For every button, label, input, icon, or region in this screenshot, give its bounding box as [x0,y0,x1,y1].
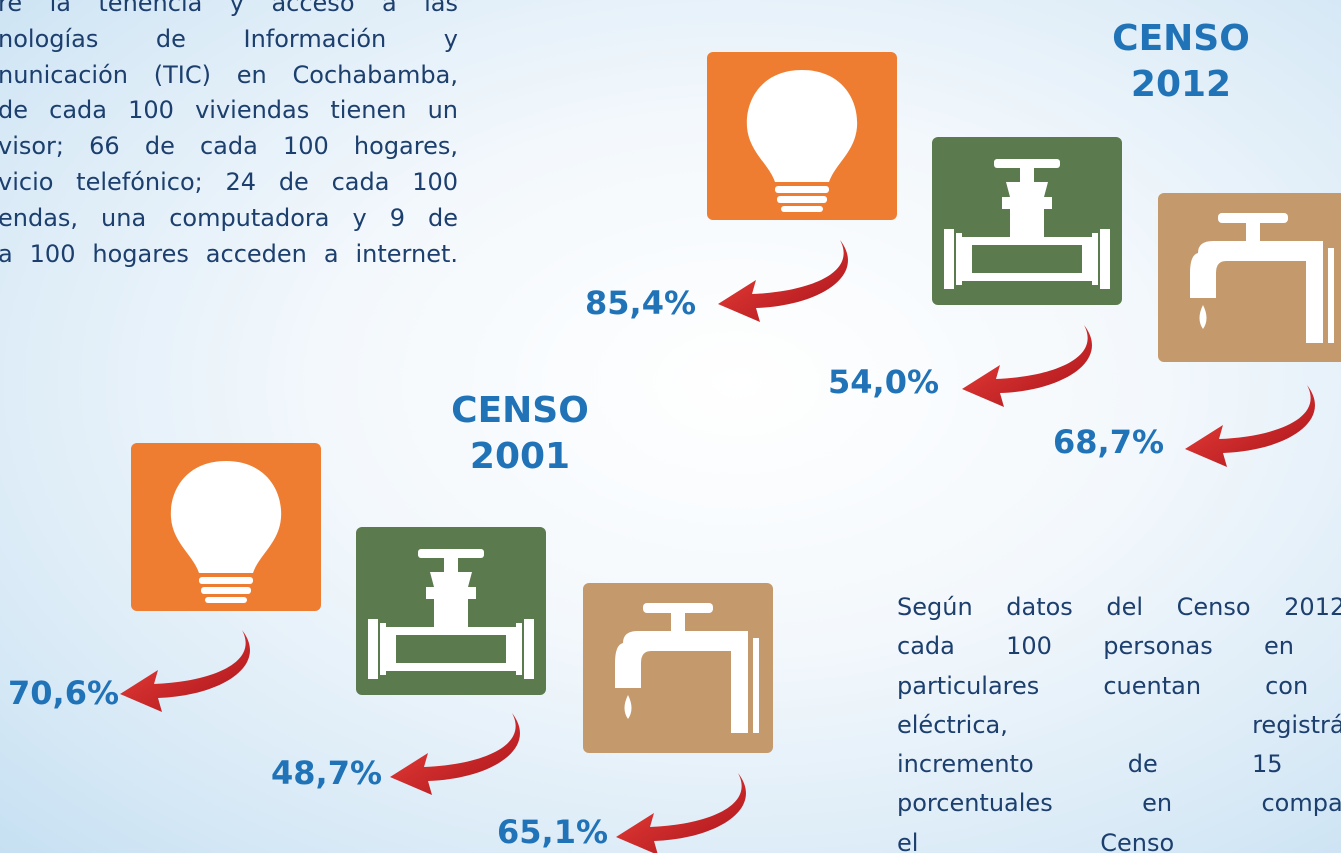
percentage: 65,1% [497,813,609,851]
title-line: 2001 [469,436,571,477]
text-line: eléctrica, registrándose [897,710,1341,739]
text-line: Según datos del Censo 2012, 85 [897,593,1341,621]
text-line: nologías de Información y [0,24,458,53]
text-line: nunicación (TIC) en Cochabamba, [0,60,458,89]
percentage: 68,7% [1053,423,1165,461]
census-title: CENSO 2001 [420,388,620,480]
census-title: CENSO 2012 [1081,16,1281,108]
title-line: 2012 [1130,64,1232,105]
arrow [616,773,746,853]
intro-text: re la tenencia y acceso a las nologías de… [0,0,458,272]
text-line: vicio telefónico; 24 de cada 100 [0,167,458,196]
text-line: endas, una computadora y 9 de [0,203,458,232]
percentage: 48,7% [271,754,383,792]
text-line: re la tenencia y acceso a las [0,0,458,17]
text-line: particulares cuentan con ene [897,671,1341,700]
percentage: 85,4% [585,284,697,322]
text-line: visor; 66 de cada 100 hogares, [0,132,458,161]
summary-text: Según datos del Censo 2012, 85 cada 100 p… [897,588,1341,853]
text-line: el Censo 2001 [897,828,1341,853]
text-line: incremento de 15 pur [897,750,1341,779]
arrow [120,630,250,712]
percentage: 70,6% [8,674,120,712]
arrow [718,240,848,322]
arrow [390,713,520,795]
text-line: de cada 100 viviendas tienen un [0,96,458,125]
title-line: CENSO [1112,18,1250,59]
arrow [1185,385,1315,467]
text-line: porcentuales en comparación [897,789,1341,818]
title-line: CENSO [451,390,589,431]
arrow [962,325,1092,407]
text-line: cada 100 personas en vivien [897,632,1341,661]
percentage: 54,0% [828,363,940,401]
text-line: a 100 hogares acceden a internet. [0,239,458,268]
